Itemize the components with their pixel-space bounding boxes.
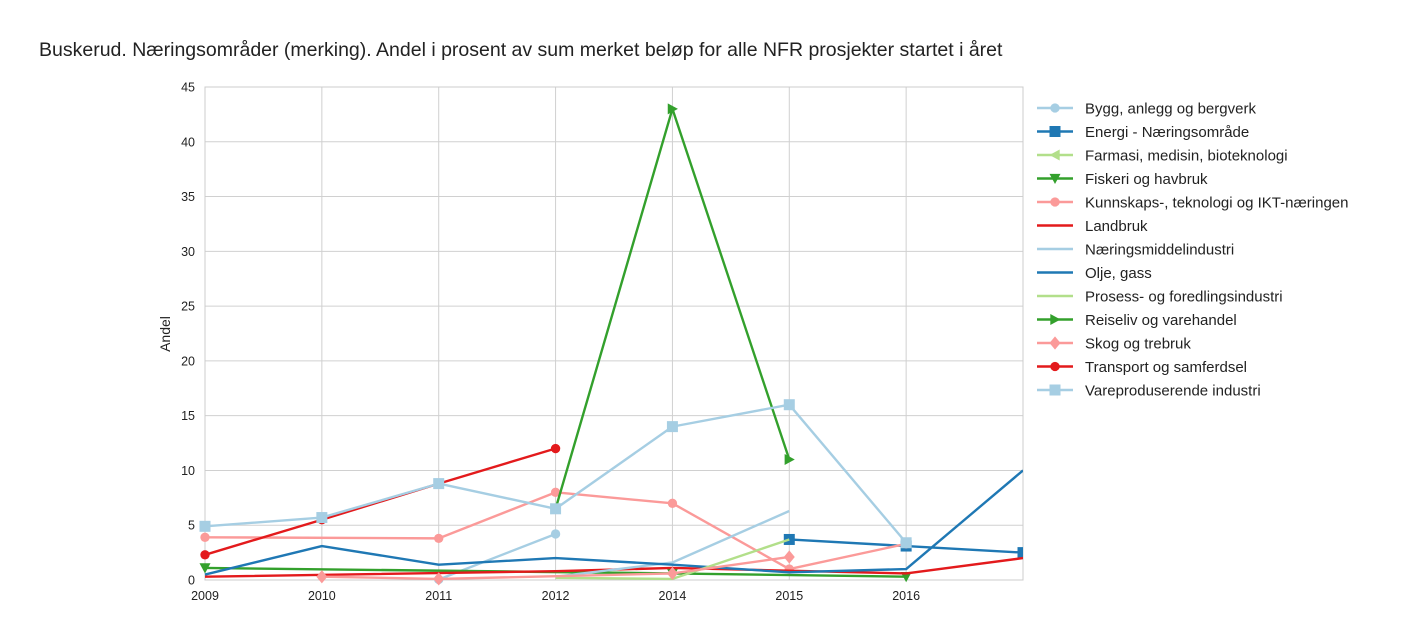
data-point: [666, 421, 678, 433]
series-line: [204, 491, 907, 571]
series-layer: [199, 103, 1023, 586]
plot-frame: [204, 86, 1024, 581]
legend-label: Kunnskaps-, teknologi og IKT-næringen: [1085, 195, 1349, 212]
y-axis-label: Andel: [157, 316, 173, 352]
legend-item: Fiskeri og havbruk: [1037, 171, 1208, 188]
data-point: [784, 453, 795, 465]
data-point: [900, 572, 912, 583]
legend-swatch-marker: [1050, 361, 1060, 372]
legend-label: Vareproduserende industri: [1085, 383, 1261, 400]
legend-item: Bygg, anlegg og bergverk: [1037, 101, 1256, 118]
chart-title: Buskerud. Næringsområder (merking). Ande…: [39, 39, 1003, 61]
legend: Bygg, anlegg og bergverk Energi - Nærings…: [1037, 101, 1349, 400]
data-point: [550, 487, 561, 498]
legend-item: Skog og trebruk: [1037, 336, 1191, 353]
legend-item: Prosess- og foredlingsindustri: [1037, 289, 1283, 306]
data-point: [433, 572, 445, 586]
series-line: [321, 555, 790, 581]
x-tick-label: 2016: [892, 589, 920, 603]
legend-label: Olje, gass: [1085, 265, 1152, 282]
legend-label: Reiseliv og varehandel: [1085, 312, 1237, 329]
legend-swatch-marker: [1049, 336, 1061, 350]
legend-item: Olje, gass: [1037, 265, 1152, 282]
data-point: [200, 550, 210, 560]
x-tick-label: 2015: [775, 589, 803, 603]
series-line: [555, 509, 790, 578]
x-tick-label: 2011: [425, 589, 452, 603]
y-tick-label: 15: [181, 409, 195, 423]
data-point: [783, 399, 795, 411]
series-12: [199, 399, 912, 549]
data-point: [667, 103, 678, 115]
data-point: [900, 537, 912, 549]
legend-swatch-marker: [1050, 103, 1060, 113]
legend-item: Transport og samferdsel: [1037, 359, 1247, 376]
legend-label: Næringsmiddelindustri: [1085, 242, 1234, 259]
gridlines: [205, 86, 1023, 580]
legend-item: Vareproduserende industri: [1037, 383, 1261, 400]
data-point: [199, 520, 211, 532]
legend-item: Reiseliv og varehandel: [1037, 312, 1237, 329]
data-point: [200, 532, 210, 542]
legend-label: Landbruk: [1085, 218, 1148, 235]
data-point: [783, 550, 795, 564]
legend-label: Farmasi, medisin, bioteknologi: [1085, 148, 1288, 165]
x-tick-label: 2014: [659, 589, 687, 603]
data-point: [199, 563, 211, 574]
x-tick-label: 2012: [542, 589, 570, 603]
legend-swatch-marker: [1049, 126, 1061, 137]
data-point: [666, 566, 678, 581]
y-tick-label: 30: [181, 245, 195, 259]
data-point: [550, 443, 561, 454]
series-10: [316, 550, 795, 586]
series-6: [555, 509, 790, 578]
data-point: [316, 512, 328, 524]
data-point: [316, 570, 328, 584]
data-point: [1017, 547, 1023, 559]
legend-item: Energi - Næringsområde: [1037, 124, 1249, 141]
y-tick-label: 35: [181, 190, 195, 204]
data-point: [434, 533, 444, 544]
legend-label: Energi - Næringsområde: [1085, 124, 1249, 141]
legend-item: Kunnskaps-, teknologi og IKT-næringen: [1037, 195, 1349, 212]
plot-area: [205, 87, 1023, 580]
data-point: [550, 529, 561, 539]
legend-swatch-marker: [1050, 197, 1060, 207]
legend-swatch-marker: [1050, 314, 1061, 325]
data-point: [433, 478, 445, 490]
legend-label: Fiskeri og havbruk: [1085, 171, 1208, 188]
x-tick-label: 2010: [308, 589, 336, 603]
x-axis: 2009 2010 2011 2012 2014 2015 2016: [191, 589, 920, 603]
legend-item: Farmasi, medisin, bioteknologi: [1037, 148, 1288, 165]
data-point: [550, 503, 562, 515]
legend-label: Transport og samferdsel: [1085, 359, 1247, 376]
y-tick-label: 5: [188, 519, 195, 533]
y-tick-label: 20: [181, 354, 195, 368]
y-tick-label: 10: [181, 464, 195, 478]
x-tick-label: 2009: [191, 589, 219, 603]
data-point: [667, 498, 678, 508]
series-line: [204, 469, 1023, 576]
legend-label: Prosess- og foredlingsindustri: [1085, 289, 1283, 306]
legend-swatch-marker: [1049, 173, 1061, 184]
legend-item: Landbruk: [1037, 218, 1148, 235]
legend-item: Næringsmiddelindustri: [1037, 242, 1234, 259]
legend-swatch-marker: [1049, 149, 1060, 161]
y-tick-label: 0: [188, 574, 195, 588]
series-7: [204, 469, 1023, 576]
y-axis: 0 5 10 15 20 25 30 35 40 45: [181, 81, 195, 588]
legend-swatch-marker: [1049, 384, 1061, 396]
y-tick-label: 45: [181, 81, 195, 95]
legend-label: Bygg, anlegg og bergverk: [1085, 101, 1256, 118]
y-tick-label: 25: [181, 300, 195, 314]
y-tick-label: 40: [181, 135, 195, 149]
legend-label: Skog og trebruk: [1085, 336, 1191, 353]
